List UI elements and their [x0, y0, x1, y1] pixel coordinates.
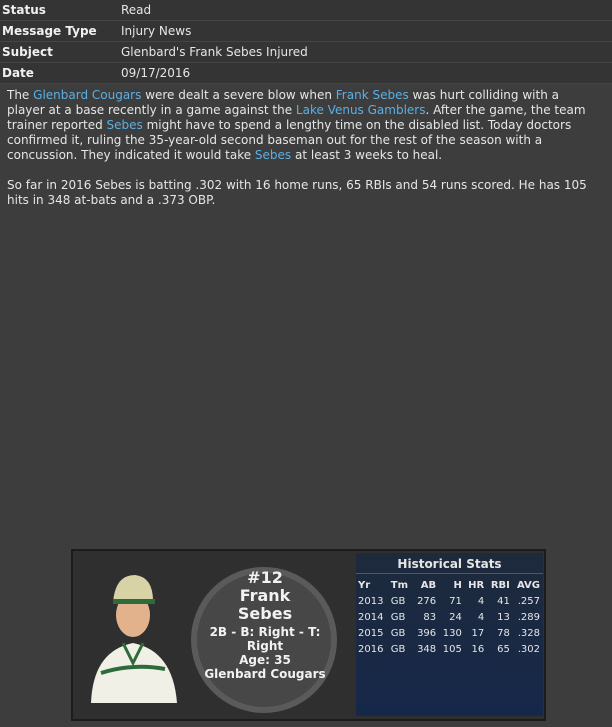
text: The	[7, 88, 34, 102]
link[interactable]: Sebes	[106, 118, 143, 132]
player-visual	[77, 555, 337, 715]
stats-cell: 41	[497, 595, 510, 607]
stats-cell: GB	[390, 643, 406, 655]
link[interactable]: Frank Sebes	[335, 88, 409, 102]
link[interactable]: Glenbard Cougars	[33, 88, 142, 102]
header-row: Date 09/17/2016	[0, 63, 612, 84]
column-header: H	[453, 579, 462, 591]
field-label: Message Type	[2, 24, 97, 38]
stats-row: 2013 GB 276 71 4 41 .257	[356, 593, 542, 609]
stats-cell: 348	[417, 643, 437, 655]
stats-cell: 4	[477, 611, 485, 623]
column-header: Tm	[390, 579, 409, 591]
stats-cell: 2015	[358, 627, 384, 639]
text: at least 3 weeks to heal.	[291, 148, 443, 162]
player-last-name: Sebes	[237, 604, 293, 623]
column-header: RBI	[490, 579, 510, 591]
stats-cell: .257	[517, 595, 540, 607]
text: was hurt colliding with a player at a ba…	[7, 88, 559, 117]
stats-cell: 65	[497, 643, 510, 655]
field-label: Date	[2, 66, 34, 80]
message-header: Status Read Message Type Injury News Subject…	[0, 0, 612, 84]
column-header: HR	[468, 579, 485, 591]
text: So far in 2016 Sebes is batting .302 wit…	[7, 178, 587, 207]
stats-table: Yr Tm AB H HR RBI AVG 2013 GB 276 71 4 41 .257 2014 GB 8…	[356, 577, 542, 657]
player-number: #12	[247, 568, 283, 587]
link[interactable]: Lake Venus Gamblers	[295, 103, 426, 117]
cap	[113, 575, 153, 603]
paragraph: The Glenbard Cougars were dealt a severe…	[7, 88, 599, 163]
field-label: Subject	[2, 45, 53, 59]
stats-row: 2015 GB 396 130 17 78 .328	[356, 625, 542, 641]
text: . After the game, the team trainer repor…	[7, 103, 586, 132]
header-row: Subject Glenbard's Frank Sebes Injured	[0, 42, 612, 63]
player-team: Glenbard Cougars	[204, 667, 326, 681]
stats-cell: 130	[442, 627, 462, 639]
cap-brim	[113, 599, 155, 604]
stats-panel: Historical Stats Yr Tm AB H HR RBI AVG 2013 GB 27…	[356, 553, 543, 716]
stats-cell: .289	[517, 611, 540, 623]
player-info: #12 Frank Sebes 2B - B: Right - T: Right…	[190, 568, 340, 682]
badge-circle	[191, 567, 337, 713]
link[interactable]: Sebes	[254, 148, 292, 162]
stats-cell: 4	[477, 595, 485, 607]
stats-cell: GB	[390, 595, 406, 607]
stats-cell: 24	[449, 611, 462, 623]
jersey-script	[100, 664, 166, 675]
stats-cell: GB	[390, 611, 406, 623]
message-body: The Glenbard Cougars were dealt a severe…	[7, 88, 599, 223]
player-position: 2B - B: Right - T: Right	[209, 625, 321, 653]
field-label: Status	[2, 3, 46, 17]
stats-cell: 13	[497, 611, 510, 623]
player-age: Age: 35	[239, 653, 291, 667]
column-header: Yr	[358, 579, 371, 591]
stats-header-row: Yr Tm AB H HR RBI AVG	[356, 577, 542, 593]
field-value: 09/17/2016	[121, 66, 191, 80]
stats-cell: 16	[471, 643, 485, 655]
stats-row: 2016 GB 348 105 16 65 .302	[356, 641, 542, 657]
header-row: Message Type Injury News	[0, 21, 612, 42]
column-header: AB	[420, 579, 437, 591]
stats-cell: 71	[449, 595, 462, 607]
text: were dealt a severe blow when	[141, 88, 336, 102]
stats-cell: 2014	[358, 611, 384, 623]
stats-rows: 2013 GB 276 71 4 41 .257 2014 GB 83 24 4 13 .289 2015 G…	[356, 593, 542, 657]
field-value: Glenbard's Frank Sebes Injured	[121, 45, 308, 59]
stats-cell: 17	[471, 627, 485, 639]
field-value: Injury News	[121, 24, 192, 38]
stats-cell: 396	[417, 627, 437, 639]
stats-cell: .328	[517, 627, 540, 639]
stats-row: 2014 GB 83 24 4 13 .289	[356, 609, 542, 625]
field-value: Read	[121, 3, 152, 17]
jersey	[91, 643, 177, 703]
stats-cell: GB	[390, 627, 406, 639]
jersey-collar	[121, 642, 145, 667]
stats-cell: 2013	[358, 595, 384, 607]
stats-cell: 276	[417, 595, 437, 607]
player-card: #12 Frank Sebes 2B - B: Right - T: Right…	[71, 549, 546, 721]
stats-cell: .302	[517, 643, 540, 655]
text: might have to spend a lengthy time on th…	[7, 118, 572, 162]
stats-cell: 2016	[358, 643, 384, 655]
player-first-name: Frank	[239, 586, 291, 605]
stats-cell: 105	[442, 643, 462, 655]
stats-title: Historical Stats	[356, 553, 543, 574]
column-header: AVG	[516, 579, 540, 591]
paragraph: So far in 2016 Sebes is batting .302 wit…	[7, 178, 599, 208]
stats-cell: 78	[497, 627, 510, 639]
header-row: Status Read	[0, 0, 612, 21]
stats-cell: 83	[423, 611, 437, 623]
